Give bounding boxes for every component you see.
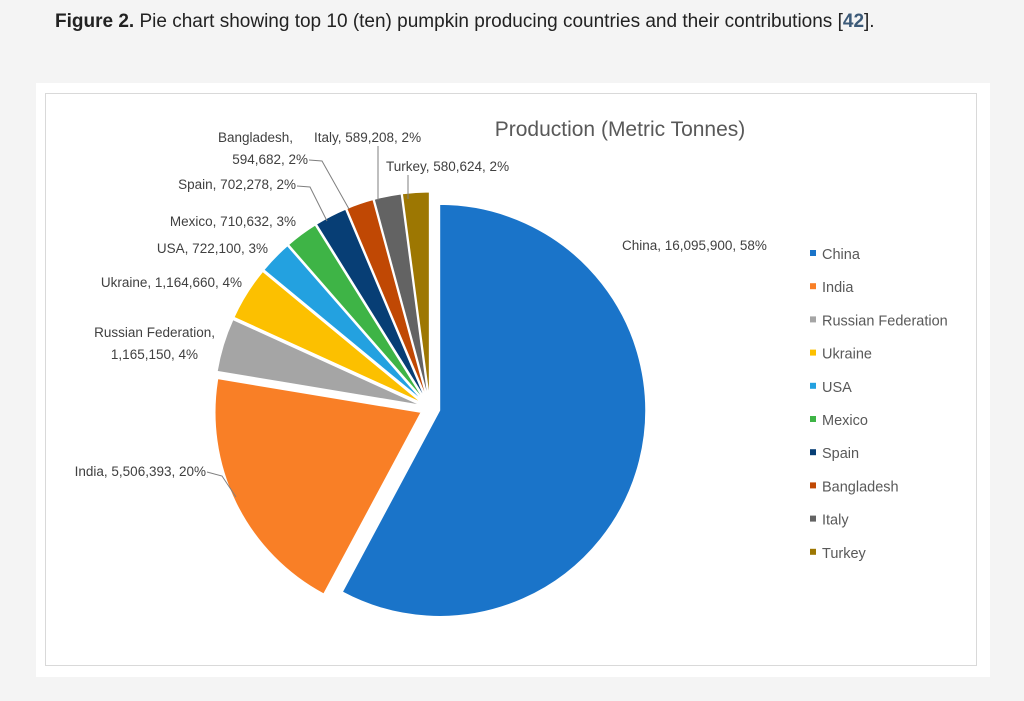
- leader-line-india: [206, 471, 237, 498]
- pie-slice-turkey: [401, 191, 430, 399]
- legend-label-india: India: [822, 280, 854, 296]
- legend-swatch-usa: [810, 382, 816, 389]
- pie-slice-india: [214, 378, 422, 595]
- pie-slice-mexico: [287, 224, 425, 401]
- legend-label-ukraine: Ukraine: [822, 347, 872, 363]
- legend: China India Russian Federation Ukraine USA Me…: [810, 247, 948, 562]
- figure-label: Figure 2.: [55, 11, 135, 32]
- pie-slice-ukraine: [233, 270, 422, 404]
- pie-slice-usa: [263, 245, 424, 402]
- leader-lines: [206, 146, 409, 498]
- caption-text-end: ].: [864, 11, 875, 32]
- pie-slice-bangladesh: [346, 199, 428, 399]
- legend-swatch-ukraine: [810, 349, 816, 356]
- pie-slice-spain: [315, 208, 426, 400]
- data-label-usa: USA, 722,100, 3%: [157, 241, 268, 256]
- chart-title: Production (Metric Tonnes): [495, 118, 746, 141]
- legend-swatch-india: [810, 283, 816, 290]
- pie-slice-china: [341, 203, 647, 617]
- legend-label-bangladesh: Bangladesh: [822, 479, 899, 495]
- data-label-bangladesh: Bangladesh,: [218, 130, 293, 145]
- leader-line-spain: [296, 185, 328, 222]
- reference-link[interactable]: 42: [842, 11, 865, 32]
- legend-swatch-china: [810, 250, 816, 256]
- legend-swatch-spain: [810, 449, 816, 456]
- data-label-ukraine: Ukraine, 1,164,660, 4%: [101, 275, 242, 290]
- caption-text: Pie chart showing top 10 (ten) pumpkin p…: [134, 11, 843, 32]
- data-label-bangladesh: 594,682, 2%: [232, 152, 308, 167]
- legend-swatch-russian-federation: [810, 316, 816, 323]
- legend-label-turkey: Turkey: [822, 546, 867, 562]
- pie-slice-russian-federation: [216, 319, 421, 406]
- legend-label-mexico: Mexico: [822, 413, 868, 429]
- legend-swatch-italy: [810, 515, 816, 522]
- legend-label-russian-federation: Russian Federation: [822, 313, 948, 329]
- data-label-china: China, 16,095,900, 58%: [622, 238, 767, 253]
- data-label-russian-federation: Russian Federation,: [94, 325, 215, 340]
- data-label-russian-federation: 1,165,150, 4%: [111, 347, 198, 362]
- leader-line-bangladesh: [308, 159, 350, 210]
- legend-swatch-bangladesh: [810, 482, 816, 489]
- pie-slice-italy: [373, 193, 429, 399]
- data-label-spain: Spain, 702,278, 2%: [178, 177, 296, 192]
- data-label-india: India, 5,506,393, 20%: [75, 464, 206, 479]
- data-label-turkey: Turkey, 580,624, 2%: [386, 159, 509, 174]
- legend-label-usa: USA: [822, 380, 852, 396]
- data-label-italy: Italy, 589,208, 2%: [314, 130, 421, 145]
- legend-label-italy: Italy: [822, 513, 849, 529]
- legend-label-spain: Spain: [822, 446, 859, 462]
- figure-caption: Figure 2. Pie chart showing top 10 (ten)…: [55, 6, 955, 38]
- legend-label-china: China: [822, 247, 861, 263]
- legend-swatch-mexico: [810, 416, 816, 422]
- data-labels: China, 16,095,900, 58% India, 5,506,393, …: [75, 130, 767, 479]
- pie-slices: [214, 191, 647, 617]
- legend-swatch-turkey: [810, 548, 816, 555]
- data-label-mexico: Mexico, 710,632, 3%: [170, 214, 296, 229]
